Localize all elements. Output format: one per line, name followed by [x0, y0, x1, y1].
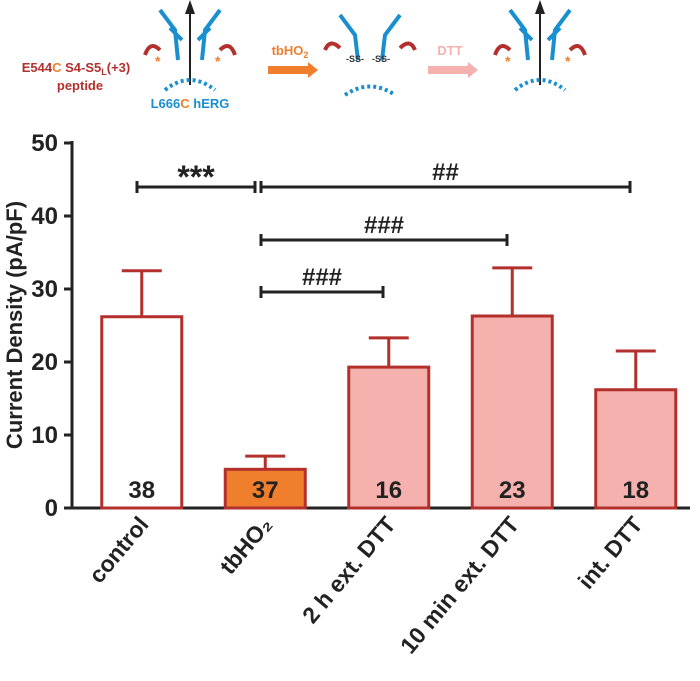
svg-text:*: *	[565, 53, 571, 69]
error-bar	[615, 349, 656, 390]
x-tick-label: tbHO₂	[214, 512, 277, 580]
y-tick-label: 30	[31, 276, 58, 303]
n-label: 38	[128, 477, 155, 504]
x-tick-label: int. DTT	[573, 512, 648, 594]
label-part: S4-S5	[62, 60, 102, 75]
bar	[100, 315, 184, 510]
x-tick-label: control	[84, 512, 154, 588]
svg-text:*: *	[505, 53, 511, 69]
y-tick-label: 20	[31, 349, 58, 376]
label-part: C	[52, 60, 62, 75]
y-tick-label: 40	[31, 203, 58, 230]
bar	[347, 365, 431, 510]
svg-text:*: *	[215, 53, 221, 69]
reducer-label: DTT	[437, 43, 462, 58]
n-label: 16	[375, 477, 402, 504]
error-bar	[121, 269, 162, 317]
significance-label: ###	[364, 212, 404, 239]
significance-label: ***	[177, 159, 215, 195]
peptide-label-line2: peptide	[57, 78, 103, 93]
label-part: tbHO	[272, 43, 304, 58]
n-label: 18	[622, 477, 649, 504]
significance-bracket	[259, 286, 385, 298]
significance-label: ##	[432, 159, 459, 186]
x-tick-label: 2 h ext. DTT	[297, 512, 401, 629]
peptide-label: E544C S4-S5L(+3)	[22, 60, 131, 77]
label-part: L	[101, 67, 107, 77]
arrow-oxidant	[268, 62, 318, 78]
y-tick-label: 10	[31, 422, 58, 449]
label-part: (+3)	[107, 60, 130, 75]
label-part: C	[180, 96, 190, 111]
svg-text:*: *	[155, 53, 161, 69]
channel-label: L666C hERG	[151, 96, 230, 111]
channel-open-left: * *	[143, 0, 237, 92]
y-tick-label: 0	[45, 495, 58, 522]
error-bar	[245, 454, 286, 470]
significance-label: ###	[302, 264, 342, 291]
error-bar	[368, 336, 409, 368]
plot: 0 10 20 30 40 50 Current Density (pA/pF) 38 cont…	[2, 130, 690, 658]
schematic: * * -SS- -SS- * *	[143, 0, 587, 97]
oxidant-label: tbHO2	[272, 43, 309, 60]
significance-bracket	[135, 181, 257, 193]
svg-text:-SS-: -SS-	[372, 54, 390, 64]
bar	[594, 388, 678, 510]
significance-bracket	[259, 234, 509, 246]
bar	[223, 467, 307, 510]
significance-bracket	[259, 181, 632, 193]
y-axis-label: Current Density (pA/pF)	[2, 201, 27, 449]
error-bar	[492, 266, 533, 317]
label-part: E544	[22, 60, 53, 75]
label-part: 2	[303, 50, 308, 60]
bar	[470, 314, 554, 510]
n-label: 23	[499, 477, 526, 504]
channel-open-right: * *	[493, 0, 587, 92]
y-tick-label: 50	[31, 130, 58, 157]
channel-closed: -SS- -SS-	[323, 13, 417, 97]
arrow-reducer	[428, 62, 478, 78]
n-label: 37	[252, 477, 279, 504]
label-part: hERG	[190, 96, 230, 111]
label-part: L666	[151, 96, 181, 111]
x-tick-label: 10 min ext. DTT	[395, 512, 524, 659]
svg-text:-SS-: -SS-	[346, 54, 364, 64]
